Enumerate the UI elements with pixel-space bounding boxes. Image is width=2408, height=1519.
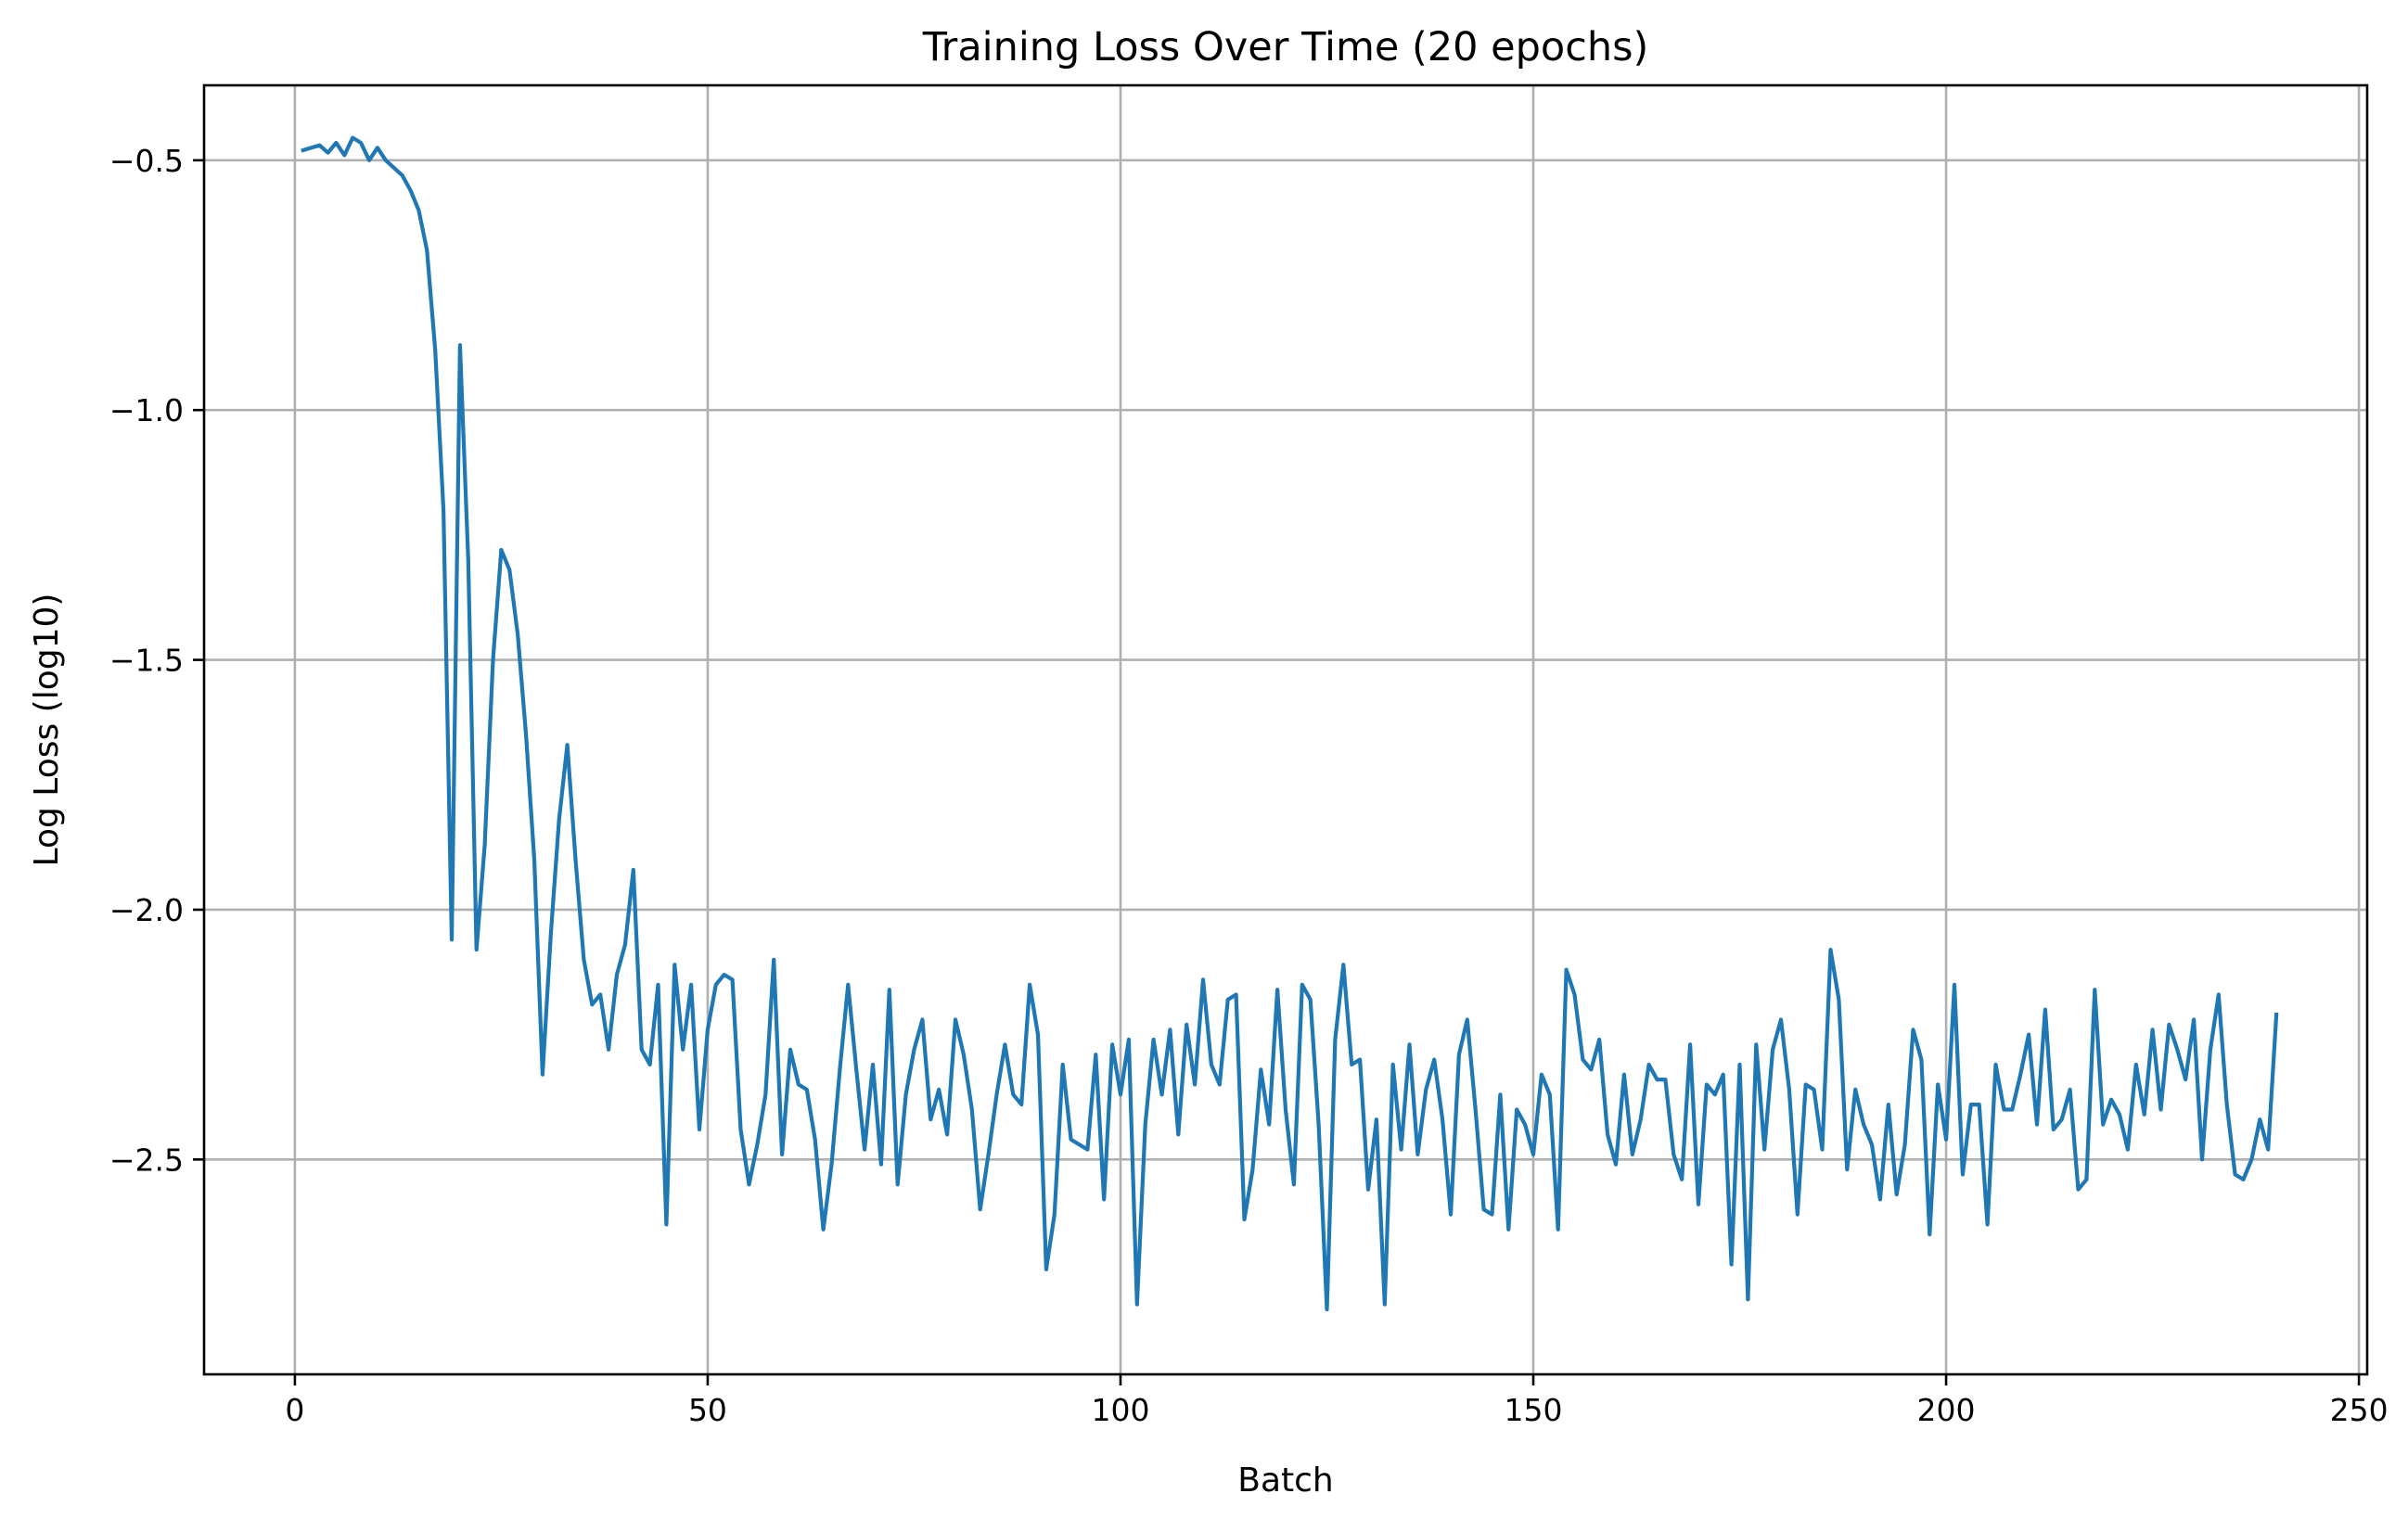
ticks: 0 50 100 150 200 250 −2.5 −2.0 −1.5 −1.0 −0.5 (109, 143, 2389, 1428)
x-tick-label: 0 (285, 1392, 304, 1428)
x-tick-label: 250 (2330, 1392, 2389, 1428)
x-tick-label: 100 (1091, 1392, 1149, 1428)
y-tick-label: −2.0 (109, 892, 184, 928)
y-tick-label: −0.5 (109, 143, 184, 179)
gridlines (204, 85, 2367, 1374)
x-tick-label: 200 (1917, 1392, 1976, 1428)
axes-frame (202, 83, 2369, 1376)
chart-title: Training Loss Over Time (20 epochs) (922, 24, 1649, 70)
y-tick-label: −2.5 (109, 1142, 184, 1178)
plot-area (204, 85, 2367, 1374)
y-tick-label: −1.5 (109, 643, 184, 679)
x-tick-label: 50 (688, 1392, 727, 1428)
y-tick-label: −1.0 (109, 392, 184, 428)
series-layer (301, 135, 2279, 1312)
x-tick-label: 150 (1505, 1392, 1563, 1428)
x-axis-label: Batch (1237, 1462, 1333, 1500)
series-line (301, 135, 2279, 1312)
y-axis-label: Log Loss (log10) (28, 594, 66, 867)
